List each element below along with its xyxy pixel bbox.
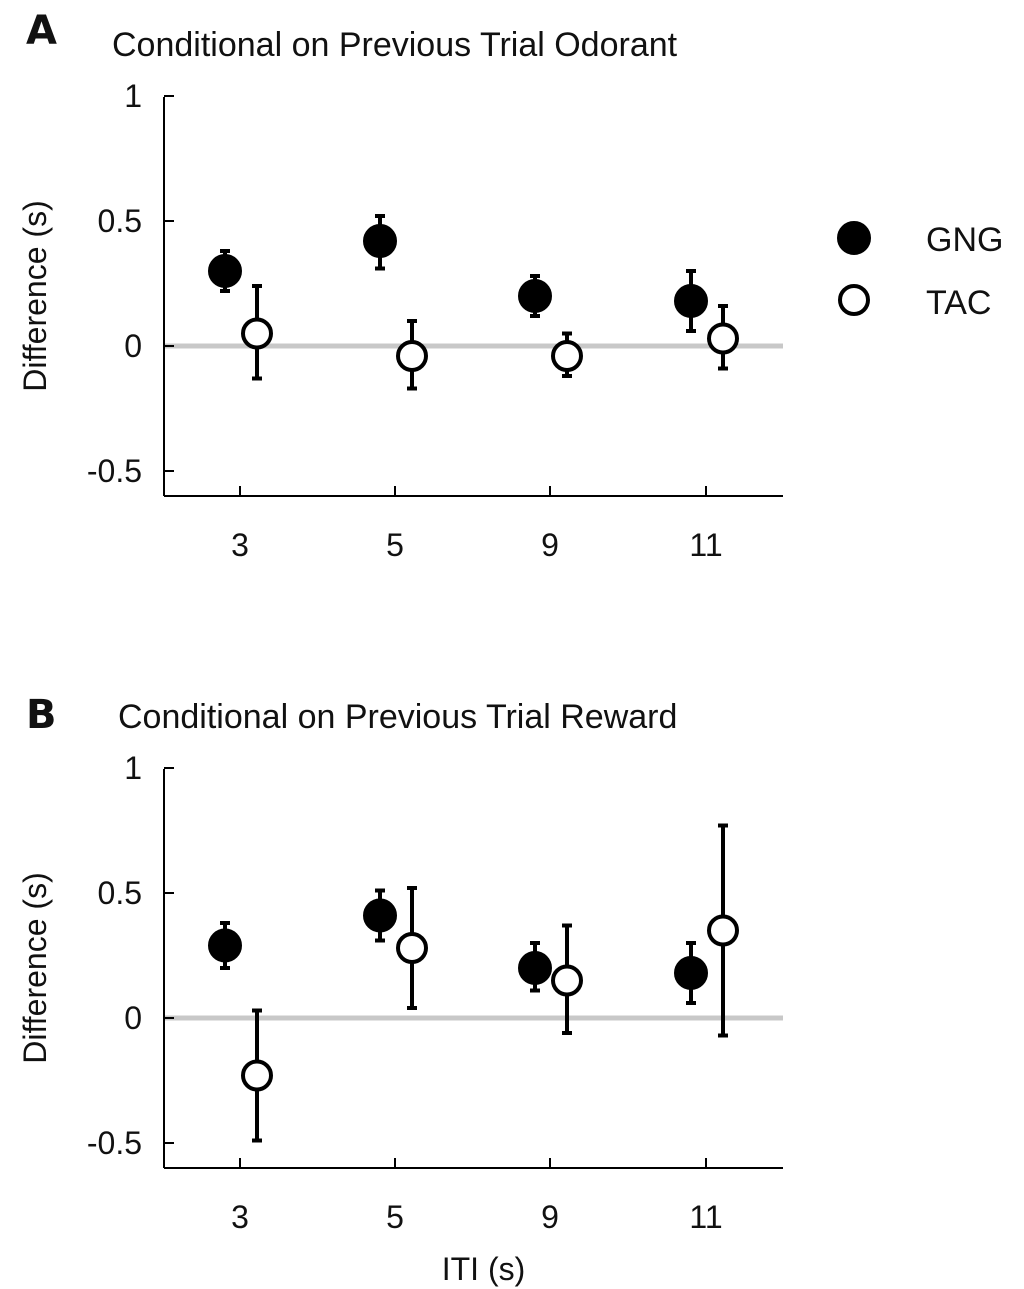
x-tick-label: 11 (689, 527, 722, 563)
y-axis-label: Difference (s) (17, 872, 53, 1063)
panel-b-plot: 1 0.5 0 -0.5 3 5 9 11 Difference (s) ITI (s) (17, 750, 783, 1287)
x-tick-label: 3 (231, 527, 249, 563)
x-tick-label: 5 (386, 527, 404, 563)
y-tick-label: -0.5 (87, 453, 142, 489)
x-axis-label: ITI (s) (442, 1251, 526, 1287)
y-tick-label: 1 (124, 78, 142, 114)
x-tick-label: 5 (386, 1199, 404, 1235)
gng-data-point (674, 956, 708, 990)
legend-tac-label: TAC (926, 284, 991, 322)
x-tick-label: 3 (231, 1199, 249, 1235)
tac-data-point (241, 317, 273, 350)
gng-data-point (363, 224, 397, 258)
panel-b-letter: B (26, 692, 57, 738)
y-axis-label: Difference (s) (17, 200, 53, 391)
gng-data-point (674, 284, 708, 318)
y-tick-label: 0 (124, 328, 142, 364)
y-tick-label: 1 (124, 750, 142, 786)
panel-a-letter: A (26, 8, 57, 54)
x-tick-label: 9 (541, 1199, 559, 1235)
tac-data-point (241, 1059, 273, 1092)
gng-data-point (363, 898, 397, 933)
legend-tac-marker (838, 284, 870, 316)
gng-data-point (518, 951, 552, 985)
tac-data-point (707, 914, 739, 947)
panel-a-title: Conditional on Previous Trial Odorant (112, 26, 678, 64)
gng-data-point (518, 279, 552, 313)
x-tick-label: 11 (689, 1199, 722, 1235)
tac-data-point (551, 964, 583, 997)
tac-data-point (707, 322, 739, 355)
panel-a-plot: 1 0.5 0 -0.5 3 5 9 11 Difference (s) (17, 78, 783, 563)
panel-a: A Conditional on Previous Trial Odorant … (17, 8, 783, 563)
y-tick-label: -0.5 (87, 1125, 142, 1161)
tac-data-point (396, 932, 428, 964)
y-tick-label: 0.5 (98, 875, 142, 911)
tac-data-point (551, 340, 583, 372)
gng-data-point (208, 254, 242, 288)
panel-b-title: Conditional on Previous Trial Reward (118, 698, 677, 736)
gng-data-point (208, 928, 242, 963)
tac-data-point (396, 340, 428, 372)
legend-gng-marker (837, 221, 871, 255)
panel-b: B Conditional on Previous Trial Reward 1… (17, 692, 783, 1287)
y-tick-label: 0 (124, 1000, 142, 1036)
legend: GNG TAC (837, 221, 1003, 322)
x-tick-label: 9 (541, 527, 559, 563)
legend-gng-label: GNG (926, 221, 1003, 259)
y-tick-label: 0.5 (98, 203, 142, 239)
